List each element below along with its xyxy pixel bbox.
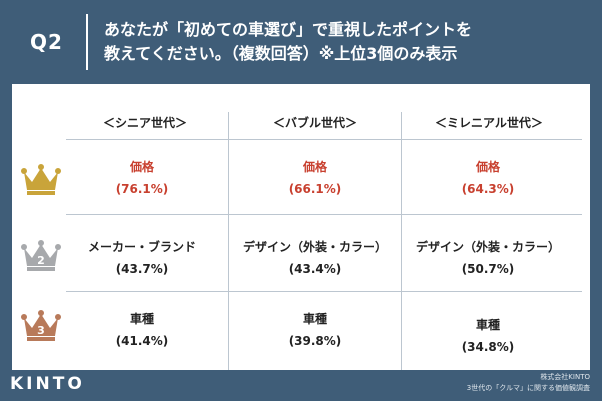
silver-crown-icon: 2 <box>21 240 61 271</box>
rank1-senior: 価格 (76.1%) <box>56 156 228 200</box>
rank2-millennial: デザイン（外装・カラー） (50.7%) <box>402 236 574 280</box>
cell-value: (34.8%) <box>461 340 515 354</box>
cell-value: (66.1%) <box>288 182 342 196</box>
cell-value: (39.8%) <box>288 334 342 348</box>
cell-label: 価格 <box>475 160 500 174</box>
cell-label: 車種 <box>302 312 327 326</box>
cell-value: (64.3%) <box>461 182 515 196</box>
row-divider <box>66 139 582 140</box>
gold-crown-icon <box>21 164 61 195</box>
rank2-bubble: デザイン（外装・カラー） (43.4%) <box>229 236 401 280</box>
cell-value: (50.7%) <box>461 262 515 276</box>
rank1-bubble: 価格 (66.1%) <box>229 156 401 200</box>
cell-label: 車種 <box>475 318 500 332</box>
question-line-2: 教えてください。（複数回答）※上位3個のみ表示 <box>104 44 458 63</box>
column-header-senior: ＜シニア世代＞ <box>102 116 187 130</box>
cell-value: (43.7%) <box>115 262 169 276</box>
column-header-bubble: ＜バブル世代＞ <box>272 116 357 130</box>
rank3-bubble: 車種 (39.8%) <box>229 308 401 352</box>
kinto-logo: KINTO <box>10 374 85 394</box>
rank3-millennial: 車種 (34.8%) <box>402 314 574 358</box>
cell-value: (76.1%) <box>115 182 169 196</box>
row-divider <box>66 214 582 215</box>
rank-2-number: 2 <box>37 254 45 267</box>
question-text: あなたが「初めての車選び」で重視したポイントを 教えてください。（複数回答）※上… <box>104 18 594 66</box>
cell-value: (43.4%) <box>288 262 342 276</box>
cell-label: 価格 <box>129 160 154 174</box>
column-divider <box>401 112 402 370</box>
cell-label: メーカー・ブランド <box>87 240 196 254</box>
header-divider <box>86 14 88 70</box>
cell-label: デザイン（外装・カラー） <box>242 240 387 254</box>
credit-survey: 3世代の「クルマ」に関する価値観調査 <box>466 384 590 392</box>
rank-3-number: 3 <box>37 324 45 337</box>
cell-value: (41.4%) <box>115 334 169 348</box>
header: Q2 あなたが「初めての車選び」で重視したポイントを 教えてください。（複数回答… <box>0 0 602 82</box>
column-header-millennial: ＜ミレニアル世代＞ <box>435 116 543 130</box>
column-divider <box>228 112 229 370</box>
row-divider <box>66 291 582 292</box>
results-table: ＜シニア世代＞ ＜バブル世代＞ ＜ミレニアル世代＞ 2 3 価格 (76.1%)… <box>12 84 590 370</box>
rank1-millennial: 価格 (64.3%) <box>402 156 574 200</box>
cell-label: 車種 <box>129 312 154 326</box>
credit-company: 株式会社KINTO <box>540 373 590 381</box>
rank2-senior: メーカー・ブランド (43.7%) <box>56 236 228 280</box>
rank3-senior: 車種 (41.4%) <box>56 308 228 352</box>
bronze-crown-icon: 3 <box>21 310 61 341</box>
question-line-1: あなたが「初めての車選び」で重視したポイントを <box>104 20 473 39</box>
cell-label: デザイン（外装・カラー） <box>415 240 560 254</box>
question-number: Q2 <box>30 30 63 54</box>
cell-label: 価格 <box>302 160 327 174</box>
